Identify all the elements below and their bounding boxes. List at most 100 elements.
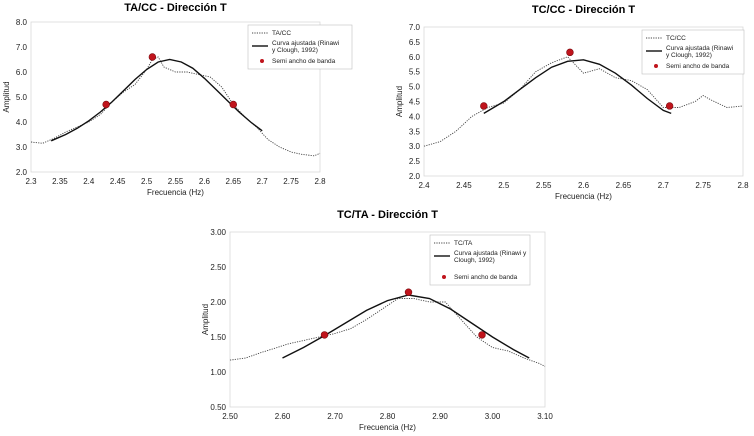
y-tick-label: 4.5 — [409, 98, 421, 107]
x-tick-label: 2.90 — [432, 412, 448, 421]
x-axis-label: Frecuencia (Hz) — [147, 188, 204, 197]
x-tick-label: 2.6 — [578, 181, 590, 190]
legend-label: Clough, 1992) — [454, 257, 495, 264]
half-bandwidth-point — [148, 53, 157, 61]
x-tick-label: 2.45 — [456, 181, 472, 190]
y-tick-label: 2.50 — [210, 263, 226, 272]
x-tick-label: 2.60 — [275, 412, 291, 421]
chart-title: TA/CC - Dirección T — [124, 2, 227, 14]
fitted-curve-line — [50, 58, 263, 142]
x-tick-label: 2.65 — [226, 177, 242, 186]
x-tick-label: 2.80 — [380, 412, 396, 421]
x-tick-label: 3.10 — [537, 412, 553, 421]
fitted-curve-line — [483, 59, 672, 115]
y-tick-label: 3.0 — [16, 143, 28, 152]
y-tick-label: 6.0 — [409, 53, 421, 62]
y-axis-label: Amplitud — [395, 86, 404, 117]
x-tick-label: 2.7 — [658, 181, 670, 190]
x-tick-label: 2.5 — [141, 177, 153, 186]
x-tick-label: 2.35 — [52, 177, 68, 186]
plot-frame — [229, 231, 546, 408]
x-axis-label: Frecuencia (Hz) — [359, 423, 416, 432]
legend-label: y Clough, 1992) — [272, 47, 318, 54]
x-tick-label: 2.8 — [737, 181, 749, 190]
x-tick-label: 2.70 — [327, 412, 343, 421]
half-bandwidth-point — [665, 102, 674, 110]
y-tick-label: 2.00 — [210, 298, 226, 307]
y-tick-label: 2.5 — [409, 157, 421, 166]
y-tick-label: 5.0 — [409, 83, 421, 92]
legend-box — [641, 29, 745, 75]
half-bandwidth-point — [229, 100, 238, 109]
chart-3: TC/TA - Dirección T 0.50 1.00 1.50 2.00 2.50 3… — [201, 209, 553, 432]
x-tick-label: 2.45 — [110, 177, 126, 186]
y-tick-label: 1.00 — [210, 368, 226, 377]
x-tick-label: 2.6 — [199, 177, 211, 186]
legend-label: TC/TA — [454, 240, 473, 247]
y-tick-label: 4.0 — [409, 112, 421, 121]
y-tick-label: 2.0 — [409, 172, 421, 181]
x-tick-label: 2.75 — [283, 177, 299, 186]
x-tick-label: 3.00 — [485, 412, 501, 421]
y-tick-label: 8.0 — [16, 18, 28, 27]
fitted-curve-line — [282, 294, 530, 359]
legend-label: TA/CC — [272, 30, 291, 37]
x-tick-label: 2.3 — [25, 177, 37, 186]
legend-box — [247, 24, 353, 70]
legend-label: TC/CC — [666, 35, 686, 42]
legend-label: Semi ancho de banda — [272, 58, 336, 65]
x-tick-label: 2.5 — [498, 181, 510, 190]
legend-label: Curva ajustada (Rinawi y — [454, 250, 527, 257]
half-bandwidth-point — [320, 331, 329, 339]
legend-box — [429, 234, 531, 286]
legend-point-swatch — [654, 64, 658, 68]
legend-label: Semi ancho de banda — [666, 63, 730, 70]
y-axis-label: Amplitud — [201, 304, 210, 335]
x-tick-label: 2.75 — [695, 181, 711, 190]
x-tick-label: 2.7 — [257, 177, 269, 186]
measured-series-line — [423, 56, 744, 147]
chart-title: TC/CC - Dirección T — [532, 4, 636, 16]
half-bandwidth-point — [480, 102, 488, 110]
plot-frame — [30, 21, 321, 173]
y-tick-label: 0.50 — [210, 403, 226, 412]
x-tick-label: 2.50 — [222, 412, 238, 421]
x-tick-label: 2.65 — [616, 181, 632, 190]
y-tick-label: 7.0 — [16, 43, 28, 52]
legend-label: y Clough, 1992) — [666, 52, 712, 59]
half-bandwidth-point — [478, 331, 486, 339]
y-tick-label: 7.0 — [409, 23, 421, 32]
y-axis-label: Amplitud — [2, 81, 11, 112]
x-tick-label: 2.55 — [536, 181, 552, 190]
chart-title: TC/TA - Dirección T — [337, 209, 438, 221]
x-tick-label: 2.8 — [314, 177, 326, 186]
half-bandwidth-point — [404, 288, 413, 296]
y-tick-label: 3.5 — [409, 127, 421, 136]
y-tick-label: 3.00 — [210, 228, 226, 237]
legend-point-swatch — [442, 275, 446, 279]
y-tick-label: 2.0 — [16, 168, 28, 177]
half-bandwidth-point — [102, 100, 110, 109]
y-tick-label: 6.5 — [409, 38, 421, 47]
x-tick-label: 2.4 — [418, 181, 430, 190]
legend-label: Curva ajustada (Rinawi — [272, 40, 339, 47]
x-axis-label: Frecuencia (Hz) — [555, 192, 612, 201]
legend-label: Semi ancho de banda — [454, 274, 518, 281]
y-tick-label: 4.0 — [16, 118, 28, 127]
half-bandwidth-point — [566, 48, 574, 57]
y-tick-label: 3.0 — [409, 142, 421, 151]
legend-label: Curva ajustada (Rinawi — [666, 45, 733, 52]
measured-series-line — [229, 298, 546, 367]
y-tick-label: 5.0 — [16, 93, 28, 102]
y-tick-label: 5.5 — [409, 68, 421, 77]
measured-series-line — [30, 56, 321, 157]
y-tick-label: 1.50 — [210, 333, 226, 342]
chart-1: TA/CC - Dirección T 2.0 3.0 4.0 5.0 6.0 7.0 8.0… — [2, 2, 353, 197]
x-tick-label: 2.55 — [168, 177, 184, 186]
plot-frame — [423, 26, 744, 177]
legend-point-swatch — [260, 59, 264, 63]
